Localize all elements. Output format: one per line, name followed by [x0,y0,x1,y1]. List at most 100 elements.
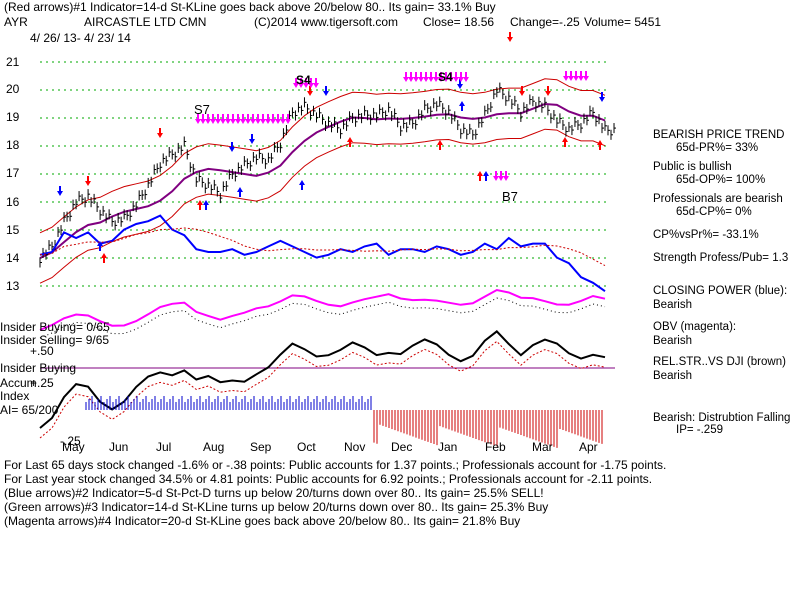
plus-25-label: +.25 [30,376,54,390]
down-arrow-icon [323,86,329,96]
down-arrow-icon [408,72,414,82]
down-arrow-icon [458,72,464,82]
up-arrow-icon [597,140,603,150]
indicator-2-legend: (Blue arrows)#2 Indicator=5-d St-Pct-D t… [4,486,544,500]
up-arrow-icon [101,253,107,263]
down-arrow-icon [578,71,584,81]
obv-label: OBV (magenta): [653,321,737,333]
down-arrow-icon [423,72,429,82]
down-arrow-icon [57,186,63,196]
y-tick-label: 14 [6,251,20,265]
ai-value: AI= 65/200 [0,403,59,417]
down-arrow-icon [250,114,256,124]
closing-power-line [39,214,606,293]
down-arrow-icon [230,114,236,124]
footer-year: For Last year stock changed 34.5% or 4.8… [4,472,653,486]
minus-25-label: -.25 [60,434,81,448]
insider-buying-label: Insider Buying [0,361,77,375]
trend-title: BEARISH PRICE TREND [653,129,785,141]
moving-average [39,102,606,259]
down-arrow-icon [85,176,91,186]
down-arrow-icon [205,114,211,124]
signal-arrows [57,32,605,263]
month-label: Apr [579,440,598,454]
obv-line [39,288,606,331]
indicator-1-legend: (Red arrows)#1 Indicator=14-d St-KLine g… [4,0,496,14]
up-arrow-icon [203,200,209,210]
month-axis: May Jun Jul Aug Sep Oct Nov Dec Jan Feb Mar Apr [62,440,598,454]
op-value: 65d-OP%= 100% [676,174,766,186]
down-arrow-icon [313,78,319,88]
down-arrow-icon [210,114,216,124]
s4-label: S4 [438,70,453,84]
y-tick-label: 18 [6,138,20,152]
relstr-label: REL.STR..VS DJI (brown) [653,356,786,368]
up-arrow-icon [477,171,483,181]
index-label: Index [0,389,30,403]
down-arrow-icon [307,86,313,96]
down-arrow-icon [249,134,255,144]
down-arrow-icon [157,128,163,138]
closing-power-status: Bearish [653,299,692,311]
upper-band [39,78,606,234]
down-arrow-icon [443,72,449,82]
down-arrow-icon [493,171,499,181]
down-arrow-icon [298,78,304,88]
volume-value: Volume= 5451 [584,15,662,29]
down-arrow-icon [270,114,276,124]
up-arrow-icon [197,200,203,210]
down-arrow-icon [583,71,589,81]
closing-power-ma [39,227,606,267]
y-tick-label: 21 [6,55,20,69]
down-arrow-icon [413,72,419,82]
strength-ratio: Strength Profess/Pub= 1.3 [653,252,789,264]
ticker-symbol: AYR [4,15,28,29]
relative-strength-line [39,330,606,429]
down-arrow-icon [293,78,299,88]
change-value: Change=-.25 [510,15,580,29]
pr-value: 65d-PR%= 33% [676,142,759,154]
lower-band [39,128,606,284]
y-tick-label: 16 [6,195,20,209]
ip-value: IP= -.259 [676,424,723,436]
down-arrow-icon [463,72,469,82]
y-tick-label: 13 [6,279,20,293]
y-tick-label: 19 [6,110,20,124]
price-gridlines [40,61,615,369]
down-arrow-icon [200,114,206,124]
month-label: Jun [109,440,128,454]
down-arrow-icon [280,114,286,124]
down-arrow-icon [433,72,439,82]
relstr-status: Bearish [653,370,692,382]
down-arrow-icon [285,114,291,124]
s7-label: S7 [194,102,210,117]
down-arrow-icon [265,114,271,124]
accum-label: Accum [0,376,37,390]
month-label: Jan [438,440,457,454]
footer-65day: For Last 65 days stock changed -1.6% or … [4,458,667,472]
plus-50-label: +.50 [30,344,54,358]
down-arrow-icon [563,71,569,81]
indicator-3-legend: (Green arrows)#3 Indicator=14-d St-KLine… [4,500,549,514]
up-arrow-icon [483,171,489,181]
down-arrow-icon [403,72,409,82]
month-label: Dec [391,440,412,454]
closing-power-label: CLOSING POWER (blue): [653,285,788,297]
obv-series [39,288,606,339]
down-arrow-icon [573,71,579,81]
up-arrow-icon [347,137,353,147]
month-label: Jul [156,440,171,454]
down-arrow-icon [275,114,281,124]
down-arrow-icon [568,71,574,81]
accumulation-index [85,396,603,448]
down-arrow-icon [519,86,525,96]
down-arrow-icon [235,114,241,124]
down-arrow-icon [498,171,504,181]
down-arrow-icon [260,114,266,124]
down-arrow-icon [229,142,235,152]
date-range: 4/ 26/ 13- 4/ 23/ 14 [30,31,131,45]
indicator-4-legend: (Magenta arrows)#4 Indicator=20-d St-KLi… [4,514,521,528]
down-arrow-icon [428,72,434,82]
close-value: Close= 18.56 [423,15,495,29]
